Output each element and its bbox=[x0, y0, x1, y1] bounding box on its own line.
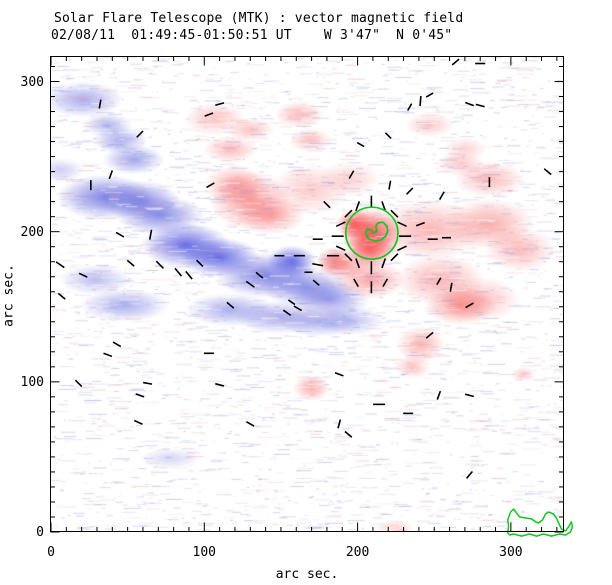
y-tick-label: 0 bbox=[36, 525, 44, 540]
field-vector bbox=[344, 430, 353, 438]
field-vector bbox=[78, 272, 88, 278]
x-tick-label: 100 bbox=[192, 545, 217, 560]
y-tick-label: 200 bbox=[20, 224, 44, 240]
field-vector bbox=[185, 270, 193, 280]
field-vector bbox=[335, 245, 346, 252]
x-axis-label: arc sec. bbox=[275, 567, 339, 582]
field-vector bbox=[55, 261, 65, 269]
field-vector bbox=[382, 278, 389, 288]
field-vector bbox=[174, 267, 183, 277]
field-vector bbox=[148, 229, 153, 240]
field-vector bbox=[425, 92, 434, 98]
field-vector bbox=[348, 170, 355, 179]
field-vector bbox=[74, 379, 83, 388]
field-vector bbox=[451, 58, 460, 66]
field-vector bbox=[464, 393, 475, 398]
flare-inner-contour bbox=[365, 221, 389, 242]
y-tick-label: 300 bbox=[20, 74, 44, 90]
page-subtitle: 02/08/11 01:49:45-01:50:51 UT W 3'47" N … bbox=[51, 28, 453, 43]
y-axis-label: arc sec. bbox=[1, 264, 17, 327]
field-vector bbox=[335, 221, 346, 228]
field-vector bbox=[155, 260, 164, 269]
axis-ticks bbox=[50, 56, 564, 533]
field-vector bbox=[126, 259, 135, 267]
field-vector bbox=[344, 253, 353, 262]
field-vector bbox=[384, 132, 392, 139]
field-vector bbox=[355, 201, 361, 212]
field-vector bbox=[293, 305, 303, 312]
field-vector bbox=[449, 282, 453, 292]
field-vector bbox=[419, 95, 422, 107]
field-vector bbox=[388, 180, 392, 190]
field-vector bbox=[436, 277, 442, 286]
field-vector bbox=[108, 170, 114, 180]
field-vector bbox=[344, 209, 353, 218]
field-vector bbox=[438, 191, 445, 200]
x-tick-label: 300 bbox=[499, 545, 523, 560]
field-vector bbox=[397, 245, 407, 252]
field-vector bbox=[390, 209, 399, 218]
field-vector bbox=[475, 103, 485, 108]
field-vector bbox=[425, 331, 434, 339]
field-vector bbox=[133, 419, 143, 426]
field-vector bbox=[353, 278, 359, 288]
field-vector bbox=[282, 309, 292, 317]
flare-outer-contour bbox=[344, 206, 399, 261]
field-vector bbox=[245, 280, 255, 288]
field-vector bbox=[135, 393, 145, 398]
field-vector bbox=[103, 352, 113, 358]
field-vector bbox=[390, 253, 399, 262]
magnetogram-canvas bbox=[51, 56, 563, 532]
field-vector bbox=[334, 372, 344, 377]
y-tick-label: 100 bbox=[20, 374, 44, 390]
x-tick-label: 200 bbox=[345, 545, 370, 560]
field-vector bbox=[143, 381, 153, 385]
field-vector bbox=[226, 301, 235, 309]
vector-field bbox=[55, 58, 552, 479]
field-vector bbox=[381, 258, 387, 269]
field-vector bbox=[245, 420, 255, 427]
limb-contour bbox=[506, 508, 574, 537]
field-vector bbox=[381, 201, 387, 212]
field-vector bbox=[255, 271, 264, 279]
field-vector bbox=[57, 292, 66, 300]
plot-border bbox=[50, 56, 564, 532]
field-vector bbox=[397, 221, 407, 228]
field-vector bbox=[355, 258, 361, 269]
field-vector bbox=[465, 302, 474, 309]
field-vector bbox=[287, 299, 296, 306]
field-vector bbox=[206, 182, 215, 189]
field-vector bbox=[356, 141, 365, 148]
field-vector bbox=[215, 102, 225, 106]
field-vector bbox=[405, 187, 414, 195]
field-vector bbox=[415, 221, 425, 227]
field-vector bbox=[543, 168, 552, 176]
field-vector bbox=[337, 419, 342, 429]
field-vector bbox=[195, 259, 204, 267]
flare-contours bbox=[344, 206, 574, 537]
field-vector bbox=[115, 231, 125, 238]
field-vector bbox=[136, 130, 144, 138]
field-vector bbox=[112, 341, 122, 348]
x-tick-label: 0 bbox=[47, 545, 55, 560]
field-vector bbox=[323, 200, 331, 209]
field-vector bbox=[312, 262, 324, 267]
page-title: Solar Flare Telescope (MTK) : vector mag… bbox=[54, 11, 464, 26]
field-vector bbox=[204, 112, 214, 117]
field-vector bbox=[407, 103, 413, 111]
field-vector bbox=[312, 279, 320, 286]
field-vector bbox=[465, 470, 473, 479]
field-vector bbox=[98, 99, 102, 109]
field-vector bbox=[215, 382, 225, 387]
field-vector bbox=[436, 390, 442, 400]
field-vector bbox=[464, 101, 474, 107]
